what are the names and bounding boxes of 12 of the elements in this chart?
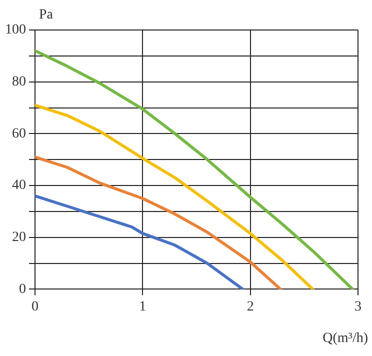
y-tick-label: 100 bbox=[5, 22, 26, 38]
x-tick-label: 1 bbox=[139, 299, 146, 314]
y-tick-label: 80 bbox=[12, 74, 26, 90]
y-tick-label: 60 bbox=[12, 126, 26, 142]
y-tick-label: 0 bbox=[19, 282, 26, 297]
y-tick-label: 40 bbox=[12, 178, 26, 194]
x-tick-label: 2 bbox=[246, 299, 254, 314]
x-tick-label: 0 bbox=[32, 299, 38, 314]
x-tick-label: 3 bbox=[354, 299, 362, 314]
y-tick-label: 20 bbox=[12, 230, 26, 246]
x-axis-title: Q(m³/h) bbox=[322, 330, 368, 346]
y-axis-title: Pa bbox=[39, 8, 54, 23]
